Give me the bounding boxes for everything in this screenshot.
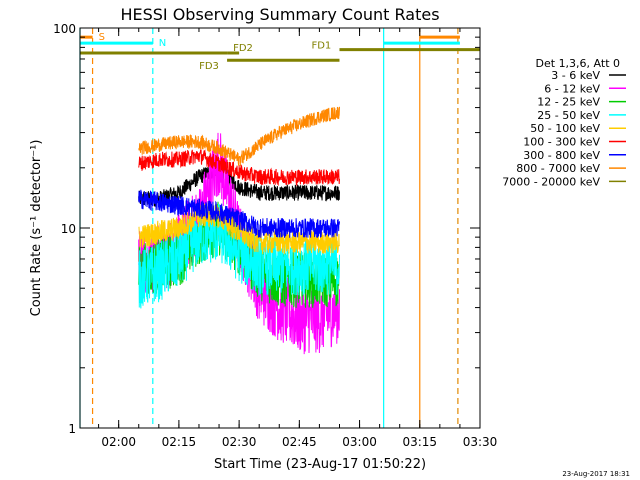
legend-label: 12 - 25 keV <box>537 96 600 109</box>
phase-bar-label: FD3 <box>199 61 219 72</box>
series-line <box>138 189 340 238</box>
legend-label: 3 - 6 keV <box>551 69 600 82</box>
x-tick-label: 02:15 <box>162 435 197 449</box>
x-tick-label: 03:30 <box>463 435 498 449</box>
legend-label: 6 - 12 keV <box>544 82 600 95</box>
phase-bar-label: N <box>159 38 166 49</box>
y-tick-label: 1 <box>68 422 76 436</box>
legend-label: 7000 - 20000 keV <box>502 175 600 188</box>
x-tick-label: 02:30 <box>222 435 257 449</box>
phase-bar-label: FD2 <box>233 43 253 54</box>
legend-label: 50 - 100 keV <box>530 122 600 135</box>
footer-timestamp: 23-Aug-2017 18:31 <box>562 470 630 478</box>
legend-title: Det 1,3,6, Att 0 <box>536 57 620 70</box>
x-axis-label: Start Time (23-Aug-17 01:50:22) <box>214 457 426 472</box>
series-line <box>138 106 340 166</box>
phase-bar-label: FD1 <box>311 41 331 52</box>
y-tick-label: 10 <box>61 222 76 236</box>
series-layer <box>138 106 340 355</box>
legend-label: 100 - 300 keV <box>523 136 600 149</box>
legend-label: 800 - 7000 keV <box>516 162 600 175</box>
annotation-layer: S N FD2 FD3 FD1 <box>79 28 480 428</box>
x-tick-label: 03:00 <box>342 435 377 449</box>
legend-label: 300 - 800 keV <box>523 149 600 162</box>
y-tick-label: 100 <box>53 22 76 36</box>
x-tick-label: 02:00 <box>101 435 136 449</box>
axes-layer: 02:00 02:15 02:30 02:45 03:00 03:15 03:30 1 10 10… <box>53 22 497 449</box>
series-line <box>138 160 340 207</box>
series-line <box>138 203 340 309</box>
chart-title: HESSI Observing Summary Count Rates <box>120 5 439 24</box>
legend-label: 25 - 50 keV <box>537 109 600 122</box>
x-tick-label: 02:45 <box>282 435 317 449</box>
y-axis-label: Count Rate (s⁻¹ detector⁻¹) <box>29 140 44 317</box>
phase-bar-label: S <box>99 32 105 43</box>
x-tick-label: 03:15 <box>402 435 437 449</box>
series-line <box>138 203 340 255</box>
